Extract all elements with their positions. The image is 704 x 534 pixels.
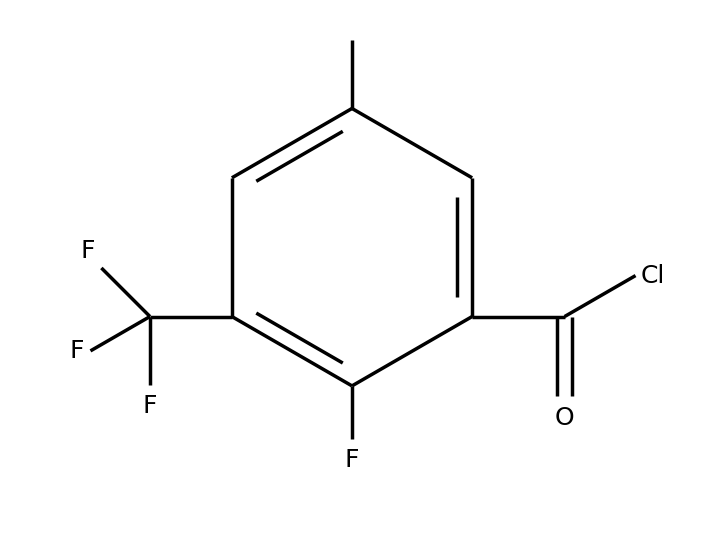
Text: Cl: Cl [641, 264, 665, 288]
Text: F: F [345, 448, 359, 472]
Text: F: F [143, 395, 157, 419]
Text: F: F [80, 239, 95, 263]
Text: O: O [555, 406, 574, 430]
Text: F: F [70, 339, 84, 363]
